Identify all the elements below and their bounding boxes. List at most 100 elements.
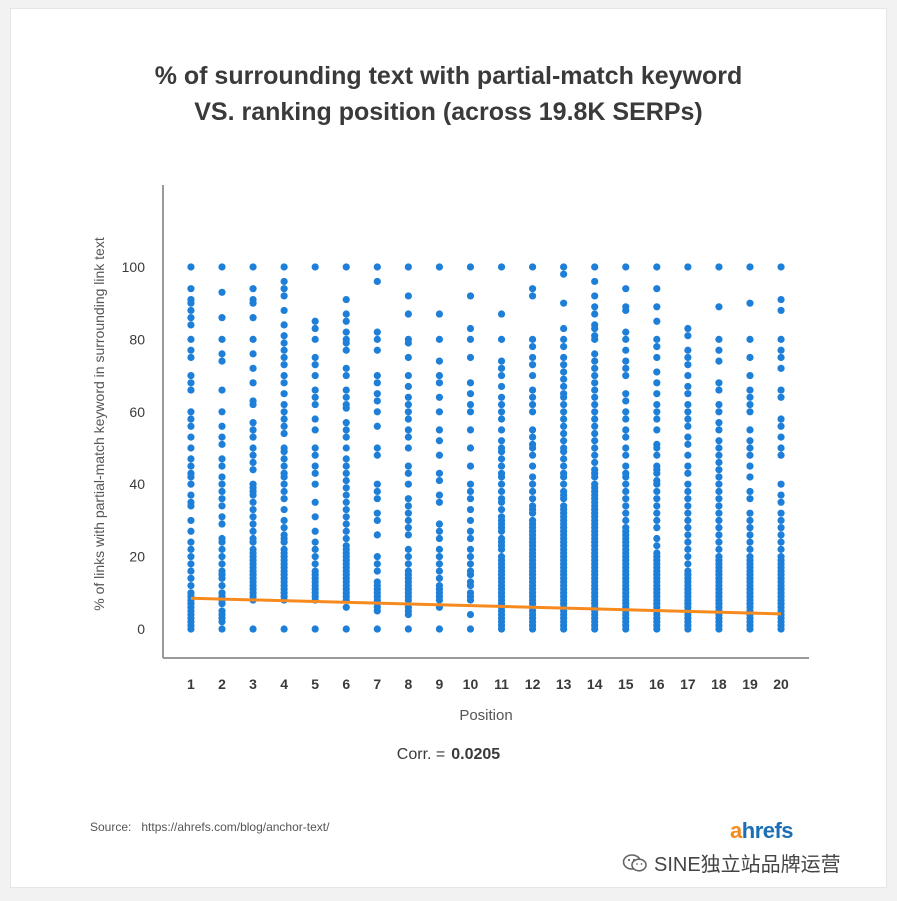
data-point [435, 567, 444, 575]
data-point [280, 353, 288, 362]
data-point [218, 495, 226, 503]
data-point [746, 538, 754, 546]
x-tick-label: 1 [187, 676, 195, 692]
data-point [622, 364, 630, 372]
data-point [280, 422, 288, 430]
data-point [280, 495, 288, 503]
data-point [249, 263, 257, 271]
data-point [218, 487, 226, 496]
data-point [653, 317, 661, 325]
data-point [218, 513, 226, 521]
data-point [653, 263, 661, 271]
data-point [373, 531, 381, 539]
data-point [373, 607, 381, 615]
data-point [187, 314, 195, 322]
data-point [497, 263, 506, 271]
data-point [528, 625, 537, 633]
data-point [404, 545, 412, 553]
x-tick-label: 4 [280, 676, 288, 692]
data-point [684, 524, 692, 532]
data-point [218, 422, 226, 430]
data-point [746, 437, 754, 445]
data-point [684, 346, 692, 354]
data-point [777, 538, 785, 546]
data-point [249, 498, 257, 506]
data-point [249, 419, 257, 427]
data-point [777, 263, 785, 271]
x-tick-label: 9 [436, 676, 444, 692]
x-tick-label: 5 [311, 676, 319, 692]
data-point [684, 531, 692, 539]
data-point [218, 440, 226, 448]
data-point [622, 328, 630, 336]
data-point [653, 487, 661, 496]
data-point [684, 263, 692, 271]
data-point [591, 408, 599, 416]
data-point [342, 339, 350, 347]
data-point [373, 335, 381, 343]
data-point [342, 433, 350, 441]
data-point [560, 353, 568, 362]
data-point [404, 263, 412, 271]
data-point [591, 277, 599, 286]
data-point [249, 505, 257, 514]
y-axis-label: % of links with partial-match keyword in… [91, 237, 107, 611]
wechat-icon [622, 853, 647, 872]
data-point [435, 357, 444, 365]
data-point [622, 397, 630, 405]
data-point [528, 393, 537, 401]
data-point [249, 379, 257, 387]
data-point [373, 560, 381, 568]
data-point [280, 516, 288, 525]
data-point [373, 451, 381, 459]
data-point [684, 553, 692, 561]
data-point [466, 545, 475, 553]
data-point [622, 451, 630, 459]
data-point [404, 310, 412, 318]
data-point [684, 415, 692, 423]
data-point [187, 574, 195, 582]
data-point [342, 317, 350, 325]
data-point [249, 314, 257, 322]
data-point [342, 505, 350, 514]
data-point [560, 299, 568, 307]
data-point [777, 444, 785, 452]
data-point [342, 444, 350, 452]
data-point [342, 386, 350, 394]
data-point [342, 484, 350, 492]
x-tick-label: 18 [711, 676, 727, 692]
data-point [404, 553, 412, 561]
data-point [187, 422, 195, 430]
data-point [746, 487, 754, 496]
data-point [528, 509, 537, 517]
data-point [187, 299, 195, 307]
data-point [342, 455, 350, 463]
data-point [591, 393, 599, 401]
data-point [684, 400, 692, 409]
data-point [653, 469, 661, 477]
data-point [777, 353, 785, 362]
data-point [715, 444, 723, 452]
data-point [497, 364, 506, 372]
data-point [466, 516, 475, 525]
data-point [622, 306, 630, 315]
data-point [404, 462, 412, 470]
data-point [715, 531, 723, 539]
data-point [622, 433, 630, 441]
source-url[interactable]: https://ahrefs.com/blog/anchor-text/ [141, 820, 330, 834]
data-point [591, 292, 599, 300]
data-point [280, 429, 288, 438]
x-tick-label: 2 [218, 676, 226, 692]
data-point [373, 495, 381, 503]
data-point [466, 263, 475, 271]
data-point [373, 487, 381, 496]
data-point [280, 415, 288, 423]
data-point [187, 285, 195, 293]
data-point [280, 400, 288, 409]
data-point [187, 491, 195, 499]
data-point [187, 527, 195, 535]
data-point [311, 371, 319, 380]
data-point [342, 534, 350, 543]
data-point [342, 498, 350, 506]
